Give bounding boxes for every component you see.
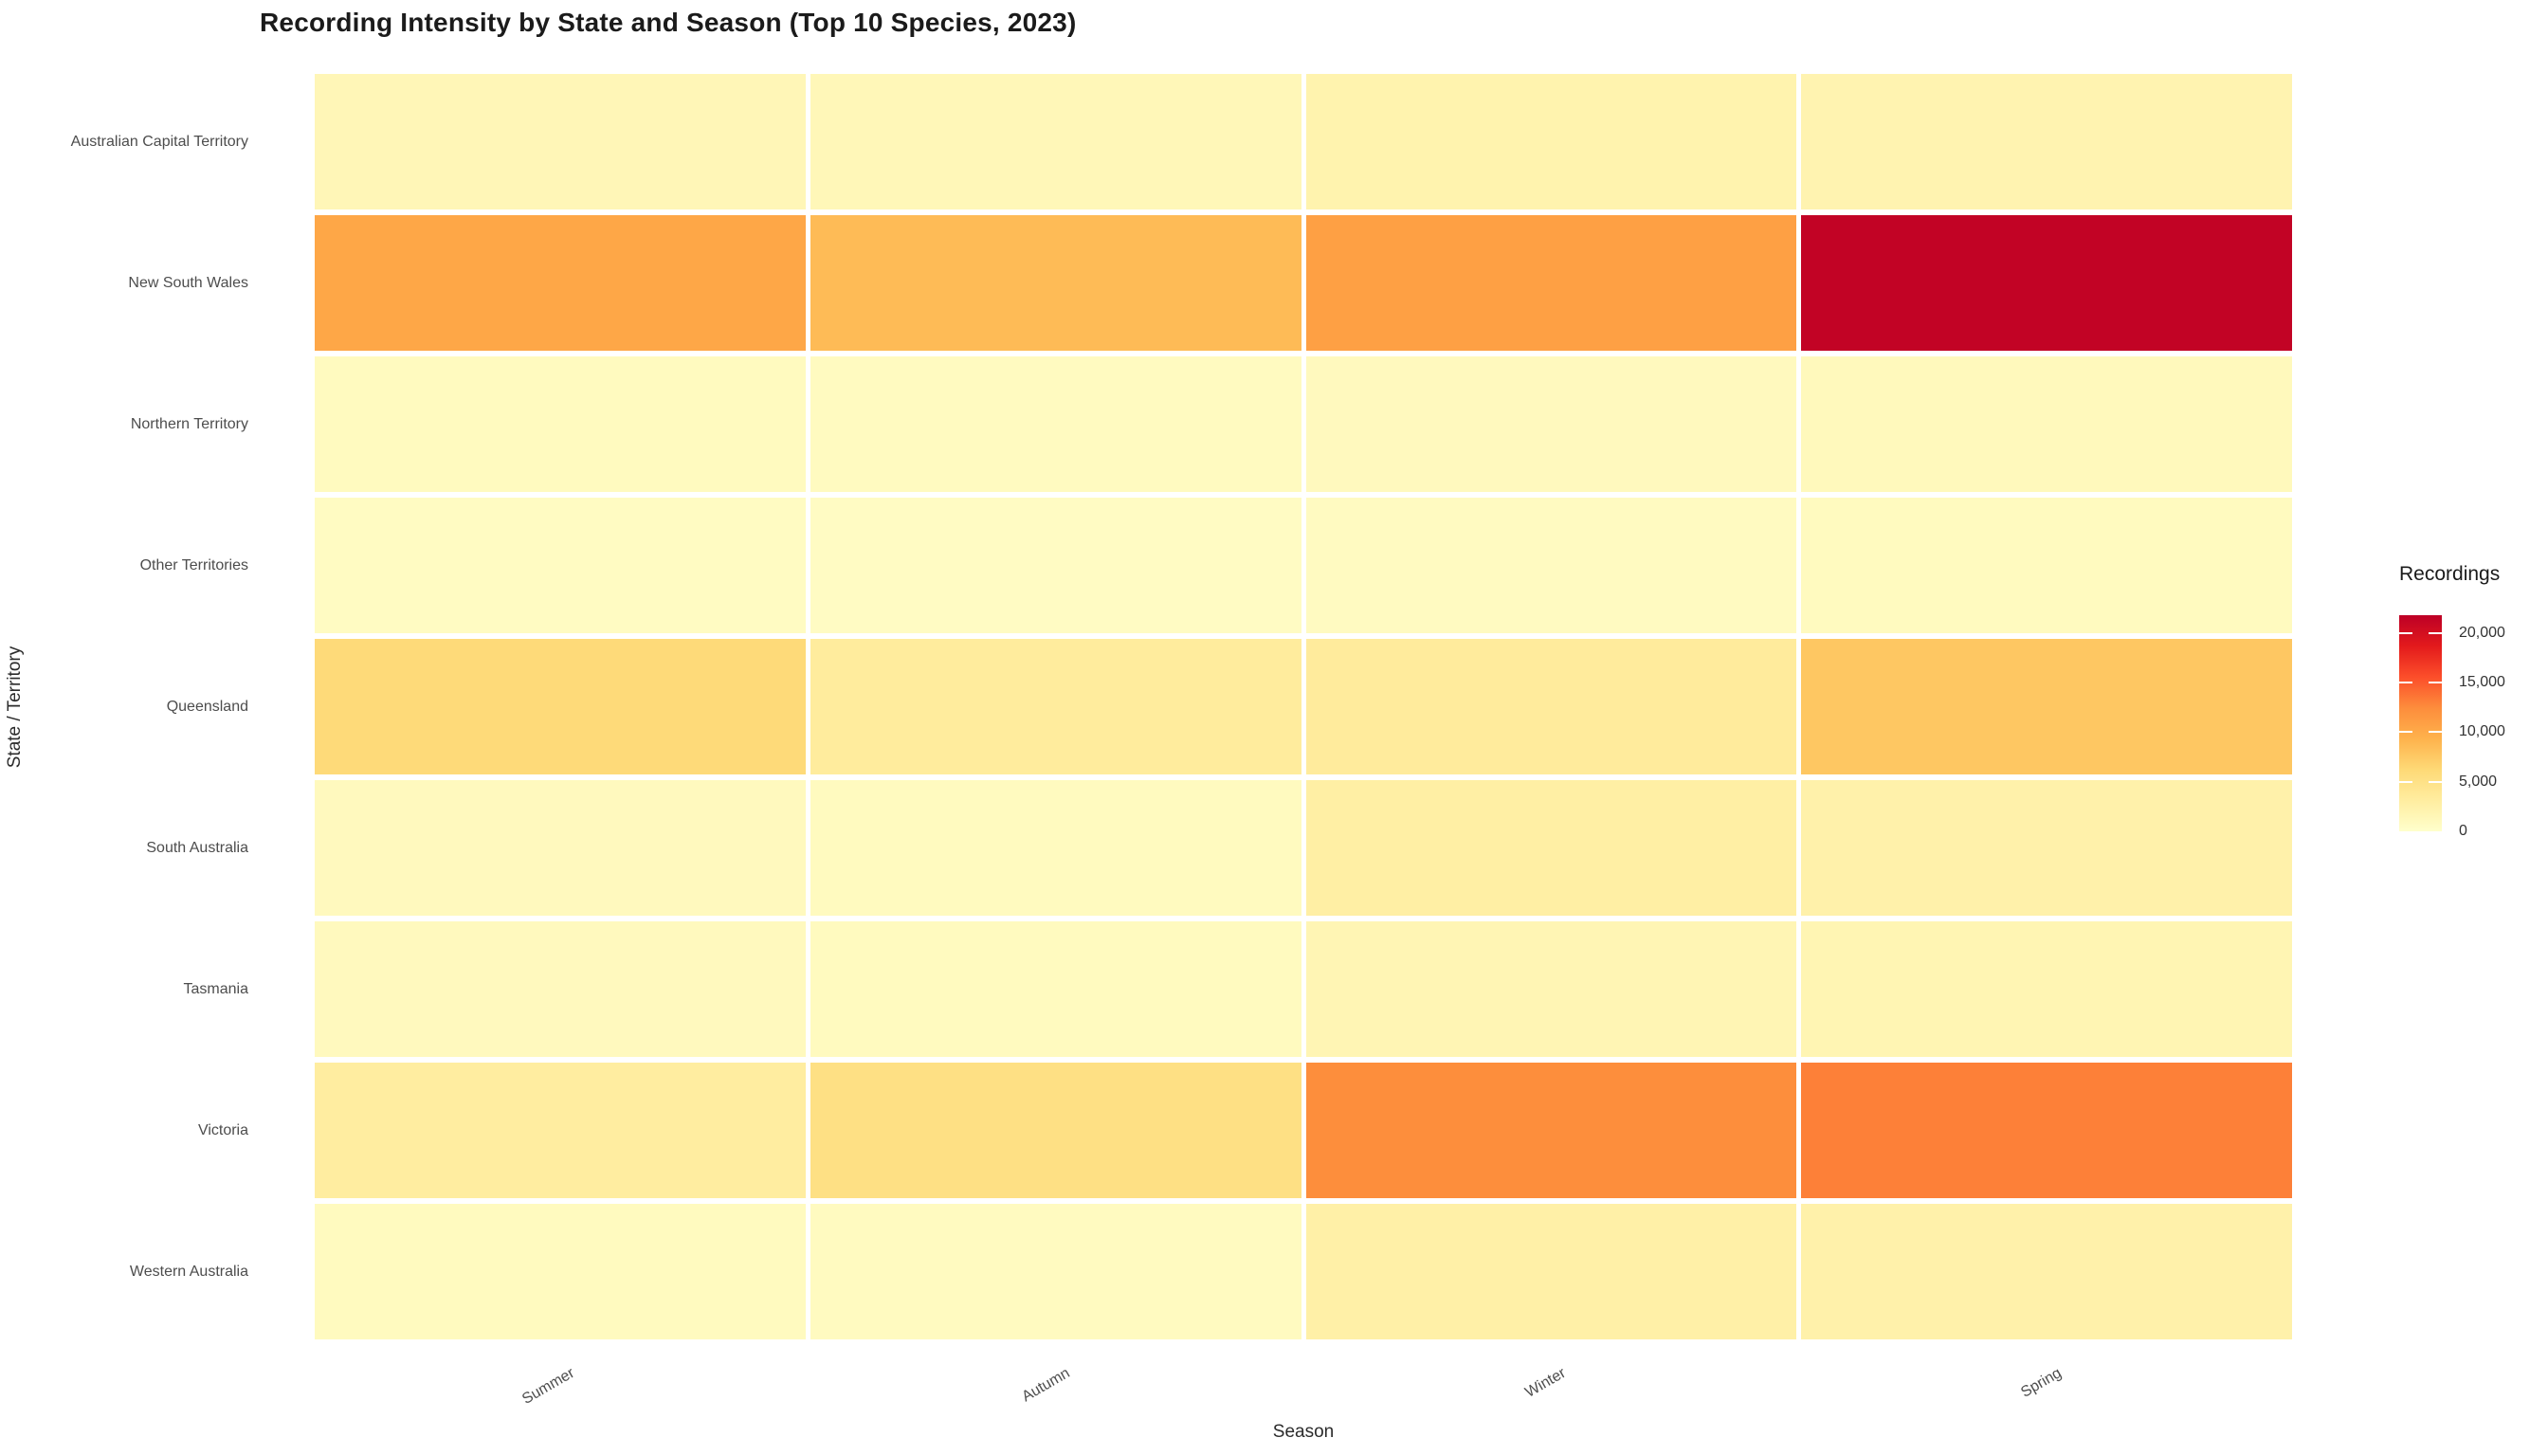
legend-tick-mark — [2399, 780, 2412, 783]
x-tick-label: Winter — [1522, 1365, 1569, 1401]
heatmap-cell — [315, 921, 806, 1057]
heatmap-cell — [1305, 780, 1797, 916]
legend-tick-mark — [2399, 682, 2412, 684]
heatmap-cell — [1801, 639, 2292, 774]
x-tick-label: Spring — [2018, 1365, 2065, 1401]
y-tick-label: Australian Capital Territory — [70, 133, 248, 150]
y-tick-label: Victoria — [197, 1121, 248, 1138]
heatmap-cell — [1305, 639, 1797, 774]
heatmap-cell — [1801, 1204, 2292, 1339]
heatmap-cell — [810, 215, 1301, 351]
legend-tick-label: 10,000 — [2459, 723, 2505, 740]
y-tick-label: Queensland — [166, 698, 248, 715]
heatmap-cell — [1801, 215, 2292, 351]
legend-tick-label: 5,000 — [2459, 773, 2498, 790]
heatmap-cell — [810, 780, 1301, 916]
heatmap-cell — [315, 1063, 806, 1198]
chart-title: Recording Intensity by State and Season … — [260, 8, 1077, 37]
heatmap-cell — [315, 639, 806, 774]
heatmap-plot-area — [315, 74, 2292, 1339]
heatmap-cell — [1801, 498, 2292, 633]
heatmap-cell — [315, 1204, 806, 1339]
legend-title: Recordings — [2399, 563, 2501, 585]
heatmap-cell — [315, 498, 806, 633]
heatmap-cell — [1801, 74, 2292, 209]
legend-colorbar — [2399, 615, 2442, 831]
heatmap-cell — [1305, 1204, 1797, 1339]
legend-tick-mark — [2399, 731, 2412, 734]
heatmap-cell — [1305, 215, 1797, 351]
heatmap-cell — [810, 498, 1301, 633]
heatmap-cell — [315, 356, 806, 492]
legend-tick-mark — [2429, 631, 2442, 634]
heatmap-cell — [810, 356, 1301, 492]
legend-tick-mark — [2399, 631, 2412, 634]
heatmap-cell — [1801, 1063, 2292, 1198]
heatmap-cell — [810, 921, 1301, 1057]
heatmap-cell — [315, 74, 806, 209]
legend-tick-label: 15,000 — [2459, 674, 2505, 691]
heatmap-cell — [315, 780, 806, 916]
legend-tick-label: 20,000 — [2459, 624, 2505, 641]
y-tick-label: New South Wales — [128, 274, 248, 291]
y-tick-label: Northern Territory — [130, 415, 248, 432]
heatmap-cell — [1801, 780, 2292, 916]
heatmap-cell — [1305, 74, 1797, 209]
y-tick-label: Western Australia — [129, 1263, 248, 1280]
heatmap-cell — [1305, 921, 1797, 1057]
y-tick-label: South Australia — [146, 839, 248, 856]
heatmap-cell — [1801, 921, 2292, 1057]
x-axis-title: Season — [1272, 1422, 1335, 1442]
x-tick-label: Summer — [519, 1365, 578, 1408]
x-tick-label: Autumn — [1019, 1365, 1074, 1406]
legend-tick-label: 0 — [2459, 823, 2467, 839]
heatmap-cell — [810, 1063, 1301, 1198]
y-tick-label: Other Territories — [139, 556, 248, 573]
heatmap-cell — [1305, 498, 1797, 633]
heatmap-cell — [810, 639, 1301, 774]
heatmap-cell — [1305, 356, 1797, 492]
heatmap-cell — [1305, 1063, 1797, 1198]
legend-tick-mark — [2429, 731, 2442, 734]
heatmap-cell — [810, 74, 1301, 209]
y-tick-label: Tasmania — [183, 980, 248, 997]
legend-tick-mark — [2429, 682, 2442, 684]
legend-tick-mark — [2429, 780, 2442, 783]
heatmap-cell — [315, 215, 806, 351]
heatmap-cell — [1801, 356, 2292, 492]
heatmap-cell — [810, 1204, 1301, 1339]
